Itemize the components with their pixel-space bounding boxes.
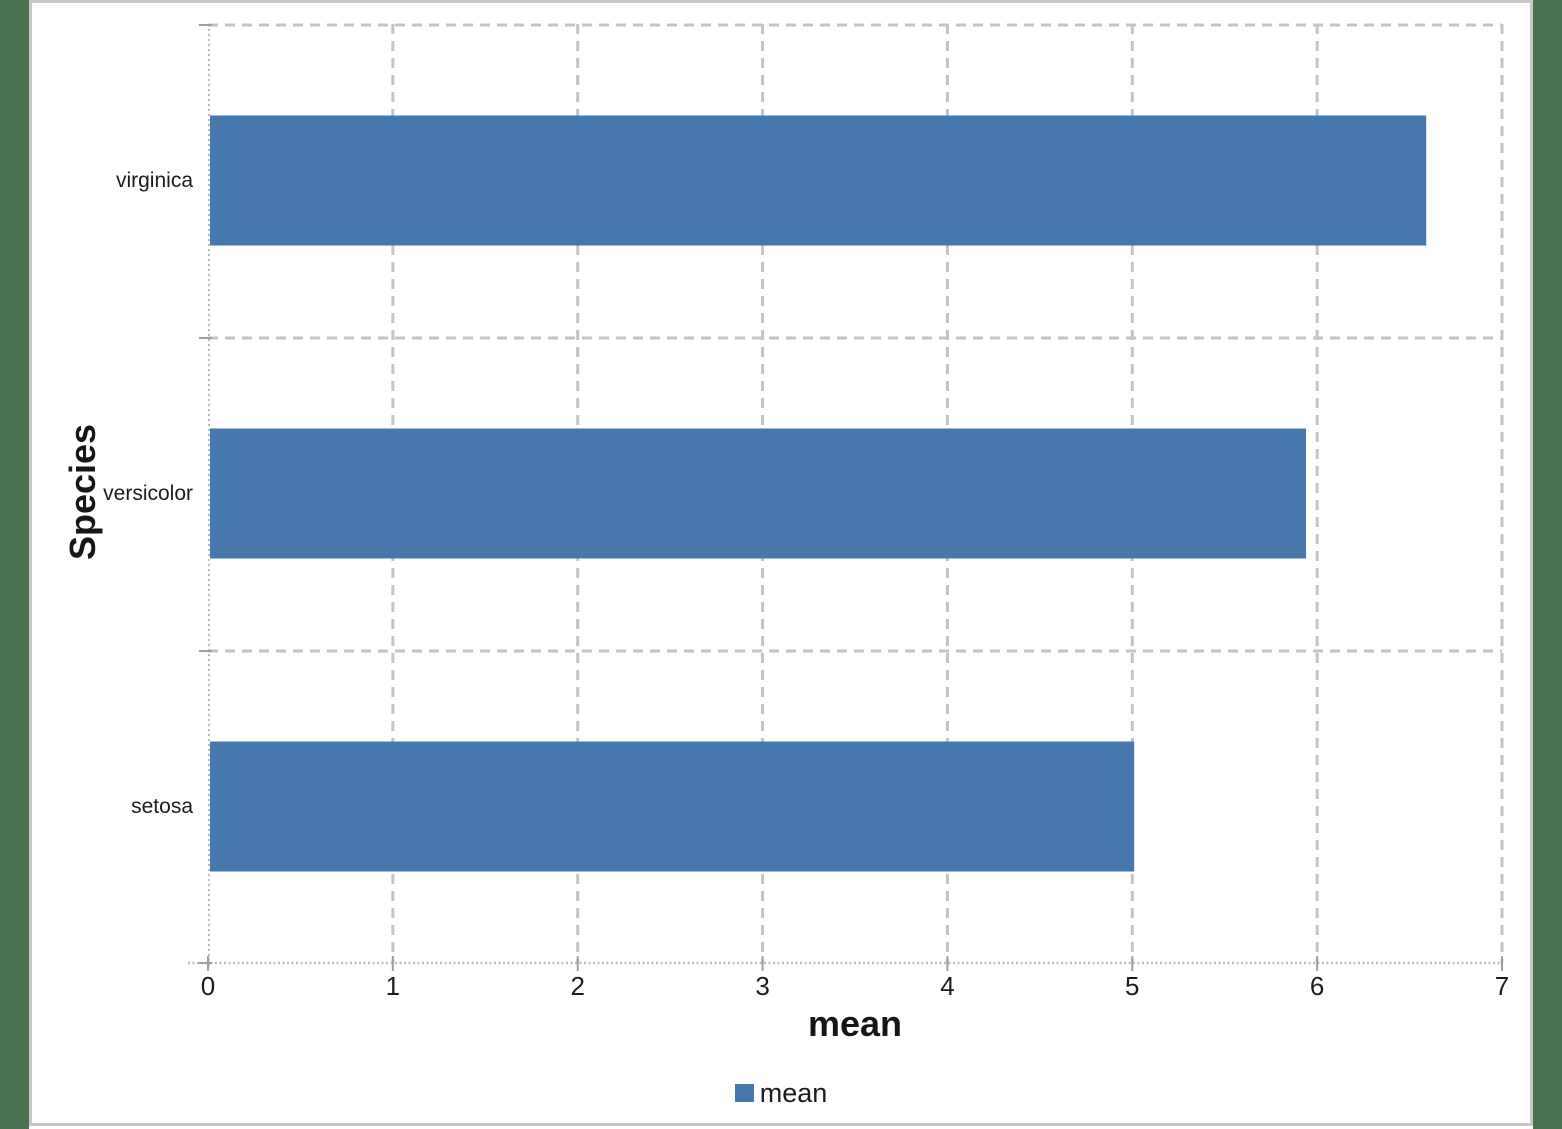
category-label-versicolor: versicolor [103,481,193,505]
category-label-virginica: virginica [115,168,193,192]
category-label-setosa: setosa [131,794,193,818]
y-axis-title: Species [62,423,103,561]
plot-area [188,23,1504,971]
legend-label: mean [759,1078,828,1108]
x-tick-label-6: 6 [1309,971,1325,1001]
x-tick-label-3: 3 [755,971,770,1001]
bar-virginica [210,115,1427,246]
x-tick-label-7: 7 [1494,971,1510,1001]
page-margin-left [0,0,29,1129]
legend-swatch-icon [734,1084,754,1102]
x-axis-title: mean [807,1003,903,1044]
bar-versicolor [210,428,1307,559]
x-tick-label-2: 2 [570,971,585,1001]
x-tick-label-1: 1 [385,971,401,1001]
bar-setosa [210,741,1135,872]
legend: mean [32,1078,1530,1108]
page-margin-right [1533,0,1562,1129]
x-tick-label-0: 0 [200,971,216,1001]
x-tick-label-5: 5 [1125,971,1140,1001]
x-tick-label-4: 4 [940,971,955,1001]
